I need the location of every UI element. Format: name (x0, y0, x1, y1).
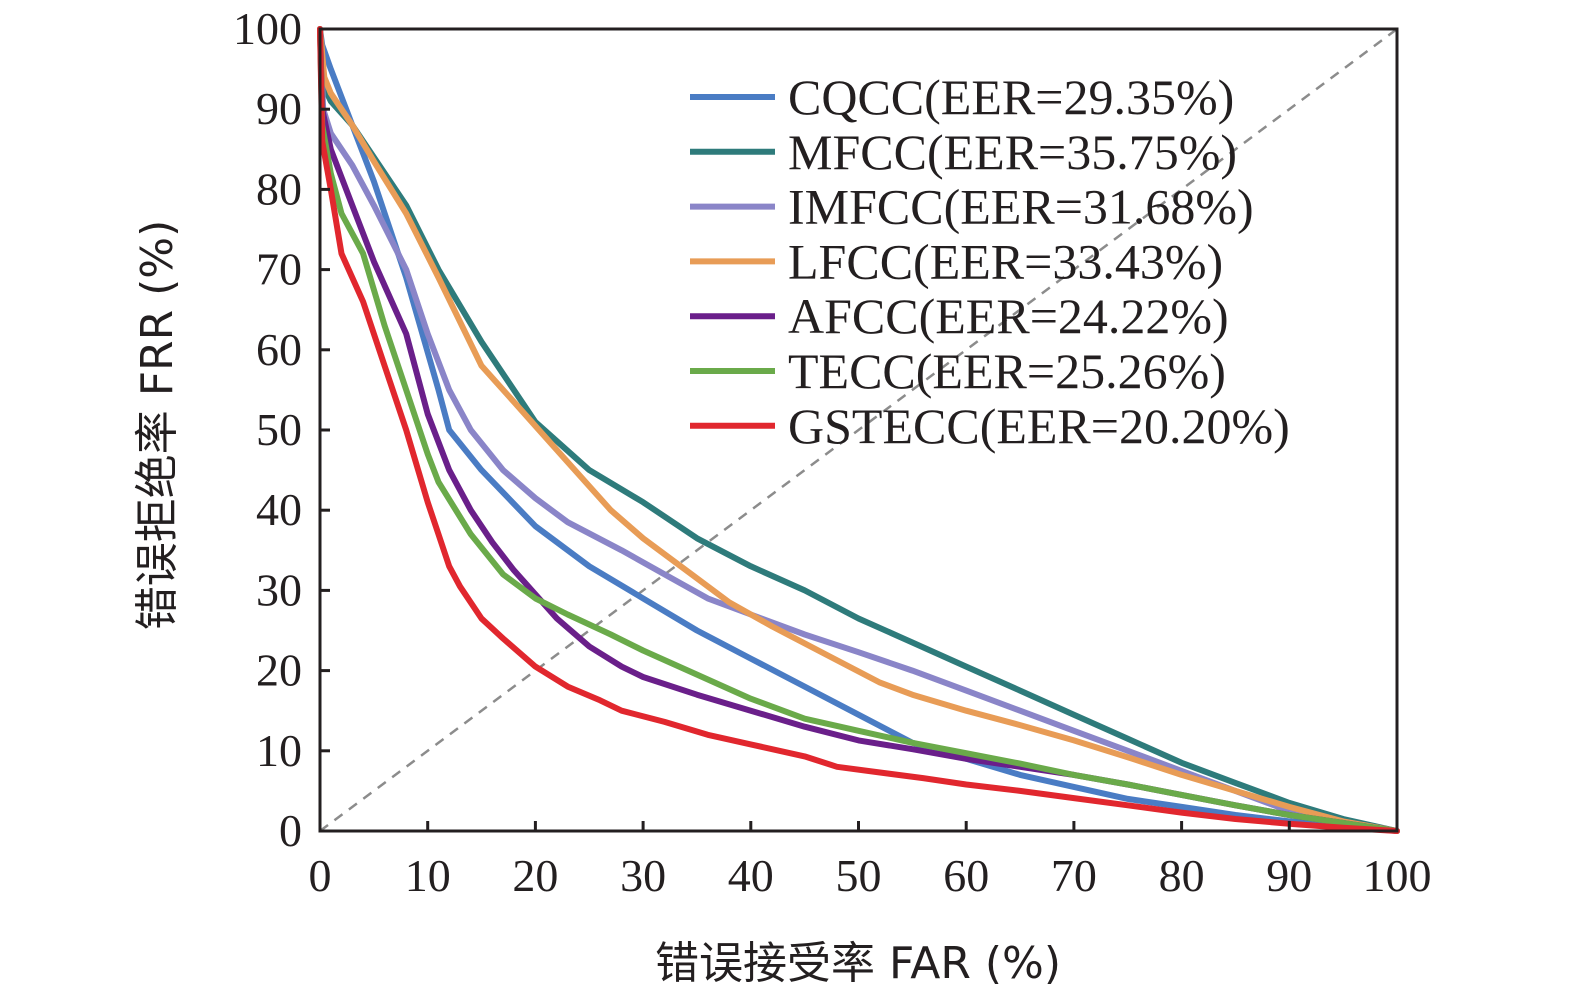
legend-label-0: CQCC(EER=29.35%) (788, 69, 1234, 125)
series-layer (317, 26, 1400, 834)
y-tick-label: 40 (256, 484, 302, 535)
y-tick-label: 20 (256, 645, 302, 696)
reference-line-layer (319, 27, 1398, 833)
legend-label-2: IMFCC(EER=31.68%) (788, 179, 1254, 235)
x-tick-label: 20 (512, 850, 558, 901)
y-tick-label: 100 (233, 3, 302, 54)
legend: CQCC(EER=29.35%)MFCC(EER=35.75%)IMFCC(EE… (690, 69, 1290, 454)
ticks-layer: 0 10 20 30 40 50 60 70 80 90 100 0 10 20 30 40 50 60 70 80 9… (233, 3, 1432, 901)
y-tick-label: 80 (256, 163, 302, 214)
y-tick-label: 30 (256, 564, 302, 615)
x-tick-label: 80 (1159, 850, 1205, 901)
x-tick-label: 50 (836, 850, 882, 901)
series-line-3 (317, 26, 1400, 834)
legend-label-5: TECC(EER=25.26%) (788, 343, 1226, 399)
y-tick-label: 60 (256, 324, 302, 375)
y-tick-label: 0 (279, 805, 302, 856)
legend-label-6: GSTECC(EER=20.20%) (788, 398, 1290, 454)
y-tick-label: 90 (256, 83, 302, 134)
x-tick-label: 40 (728, 850, 774, 901)
legend-label-4: AFCC(EER=24.22%) (788, 288, 1229, 344)
x-tick-label: 60 (943, 850, 989, 901)
x-tick-label: 10 (405, 850, 451, 901)
y-tick-label: 70 (256, 244, 302, 295)
x-tick-label: 90 (1266, 850, 1312, 901)
y-axis-title: 错误拒绝率 FRR (%) (132, 220, 183, 631)
x-axis-title: 错误接受率 FAR (%) (655, 938, 1061, 989)
y-tick-label: 10 (256, 725, 302, 776)
x-tick-label: 0 (309, 850, 332, 901)
reference-diagonal-line (319, 27, 1398, 833)
series-line-6 (317, 26, 1400, 834)
y-tick-label: 50 (256, 404, 302, 455)
series-line-2 (317, 26, 1400, 834)
series-line-5 (317, 26, 1400, 834)
legend-label-1: MFCC(EER=35.75%) (788, 124, 1237, 180)
legend-label-3: LFCC(EER=33.43%) (788, 233, 1223, 289)
x-tick-label: 30 (620, 850, 666, 901)
x-tick-label: 100 (1363, 850, 1432, 901)
series-line-0 (317, 26, 1400, 834)
x-tick-label: 70 (1051, 850, 1097, 901)
